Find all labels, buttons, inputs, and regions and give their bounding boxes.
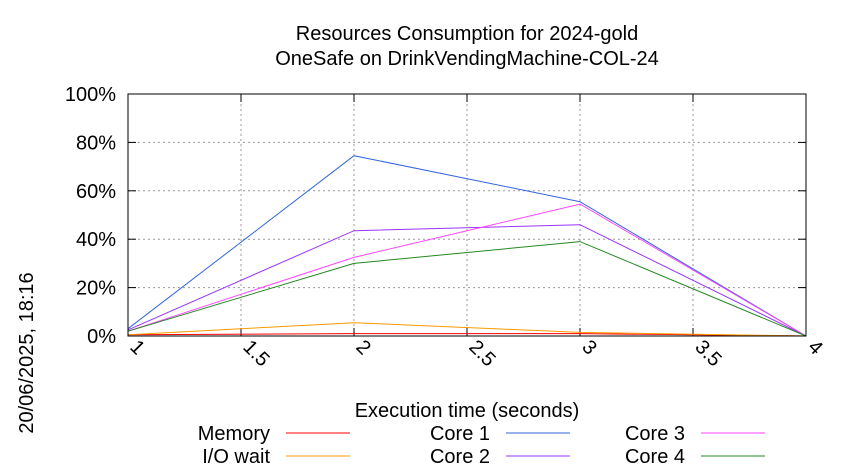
y-tick-label: 0%	[87, 326, 116, 348]
plot-frame	[127, 93, 807, 337]
x-tick-label: 3	[577, 336, 600, 359]
y-tick-label: 40%	[76, 229, 116, 251]
legend-label-core-3: Core 3	[625, 423, 685, 445]
series-line-i-o-wait	[127, 322, 807, 337]
timestamp: 20/06/2025, 18:16	[16, 272, 38, 433]
legend-label-core-1: Core 1	[430, 423, 490, 445]
series-line-core-2	[127, 224, 807, 337]
y-tick-label: 20%	[76, 278, 116, 300]
x-tick-label: 3.5	[690, 336, 725, 371]
y-tick-label: 60%	[76, 181, 116, 203]
y-axis: 0% 20% 40% 60% 80% 100%	[65, 84, 806, 348]
series-line-memory	[127, 333, 807, 337]
x-tick-label: 4	[803, 336, 826, 359]
legend-label-memory: Memory	[198, 423, 270, 445]
plot-lines	[127, 155, 807, 337]
y-tick-label: 100%	[65, 84, 116, 106]
series-line-core-1	[127, 155, 807, 337]
x-tick-label: 1	[125, 336, 148, 359]
x-tick-label: 2	[351, 336, 374, 359]
legend-label-core-2: Core 2	[430, 446, 490, 468]
series-line-core-3	[127, 203, 807, 337]
series-line-core-4	[127, 241, 807, 337]
y-tick-label: 80%	[76, 132, 116, 154]
legend-label-i-o-wait: I/O wait	[202, 446, 270, 468]
x-tick-label: 1.5	[238, 336, 273, 371]
x-tick-label: 2.5	[464, 336, 499, 371]
chart-title: Resources Consumption for 2024-gold	[296, 23, 638, 45]
grid	[128, 94, 806, 336]
legend-label-core-4: Core 4	[625, 446, 685, 468]
x-axis-label: Execution time (seconds)	[355, 400, 580, 422]
chart-subtitle: OneSafe on DrinkVendingMachine-COL-24	[275, 48, 659, 70]
